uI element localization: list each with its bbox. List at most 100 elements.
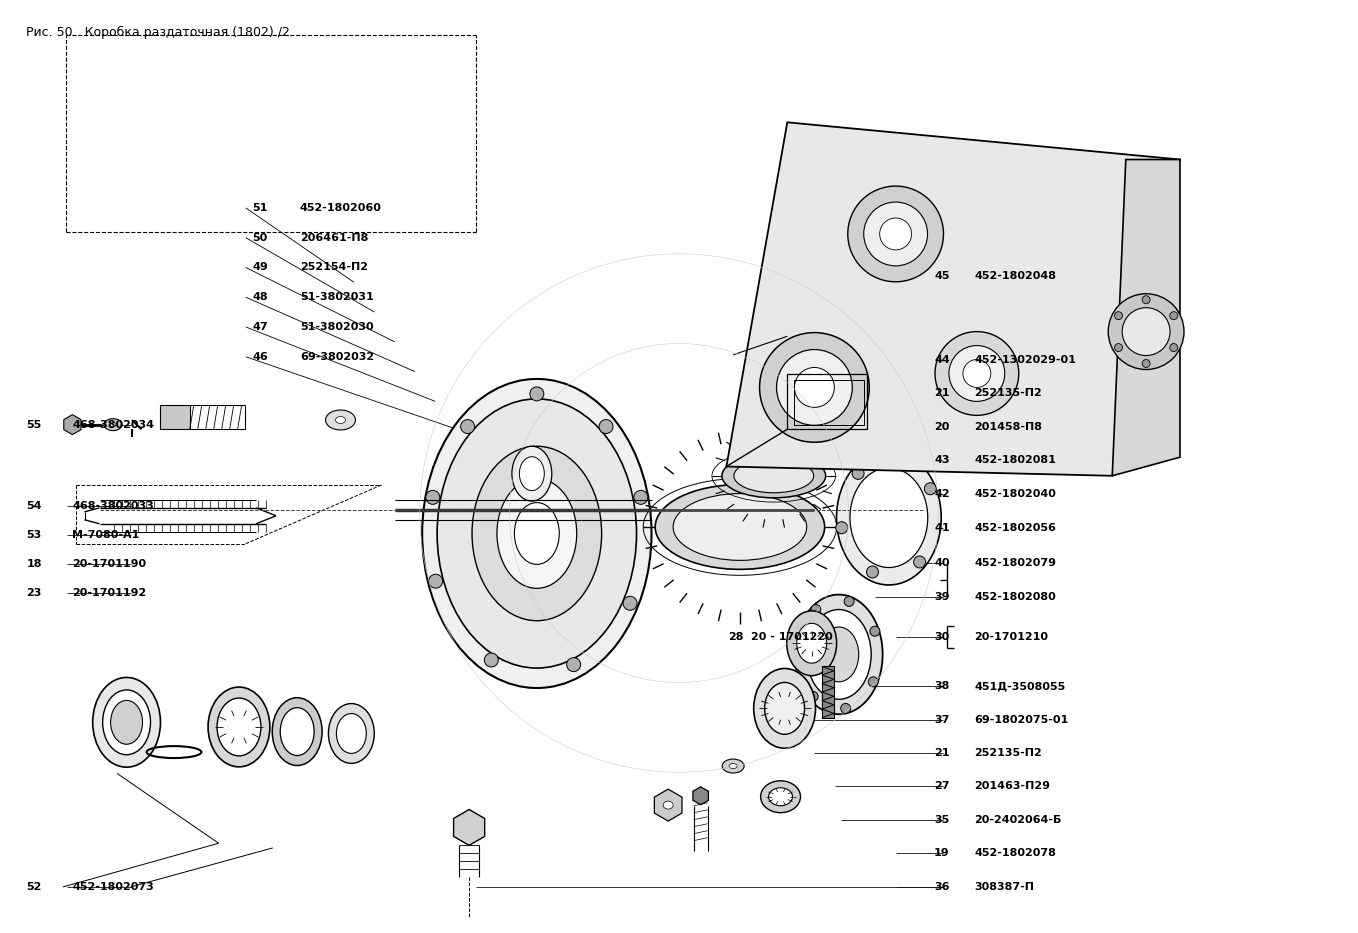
Circle shape xyxy=(835,522,847,534)
Text: 206461-П8: 206461-П8 xyxy=(300,232,368,243)
Polygon shape xyxy=(727,122,1180,476)
Text: 44: 44 xyxy=(934,355,949,365)
Bar xyxy=(794,380,864,425)
Circle shape xyxy=(623,596,637,610)
Ellipse shape xyxy=(819,627,858,682)
Circle shape xyxy=(1115,343,1123,352)
Circle shape xyxy=(759,332,869,442)
Ellipse shape xyxy=(850,467,928,567)
Text: 452-1802078: 452-1802078 xyxy=(974,848,1057,858)
Circle shape xyxy=(1142,296,1150,304)
Circle shape xyxy=(847,186,944,282)
Circle shape xyxy=(1169,312,1177,320)
Text: 18: 18 xyxy=(26,559,42,569)
Circle shape xyxy=(530,387,543,401)
Text: 468-3802034: 468-3802034 xyxy=(72,420,155,429)
Circle shape xyxy=(634,491,648,505)
Circle shape xyxy=(1115,312,1123,320)
Polygon shape xyxy=(693,787,709,805)
Text: 20 - 1701220: 20 - 1701220 xyxy=(751,632,832,642)
Ellipse shape xyxy=(515,503,559,564)
Ellipse shape xyxy=(473,446,602,620)
Ellipse shape xyxy=(722,759,744,773)
Ellipse shape xyxy=(837,451,941,585)
Text: 37: 37 xyxy=(934,715,949,725)
Ellipse shape xyxy=(103,689,151,755)
Text: 55: 55 xyxy=(26,420,42,429)
Ellipse shape xyxy=(754,668,816,748)
Ellipse shape xyxy=(110,423,115,426)
Circle shape xyxy=(794,645,804,655)
Circle shape xyxy=(1122,308,1171,355)
Text: 252135-П2: 252135-П2 xyxy=(974,388,1042,398)
Bar xyxy=(822,666,834,717)
Ellipse shape xyxy=(329,703,375,763)
Circle shape xyxy=(566,658,581,672)
Text: 23: 23 xyxy=(26,588,42,598)
Text: 252135-П2: 252135-П2 xyxy=(974,748,1042,758)
Bar xyxy=(788,374,866,429)
Text: 42: 42 xyxy=(934,490,949,499)
Text: 43: 43 xyxy=(934,455,949,465)
Text: 69-3802032: 69-3802032 xyxy=(300,352,373,362)
Text: 40: 40 xyxy=(934,558,949,568)
Bar xyxy=(160,405,190,429)
Text: 452-1802040: 452-1802040 xyxy=(974,490,1057,499)
Text: М-7080-А1: М-7080-А1 xyxy=(72,530,140,540)
Circle shape xyxy=(599,420,612,434)
Polygon shape xyxy=(64,414,81,435)
Ellipse shape xyxy=(760,781,800,813)
Text: 201458-П8: 201458-П8 xyxy=(974,422,1042,431)
Ellipse shape xyxy=(769,787,793,806)
Ellipse shape xyxy=(722,453,826,498)
Circle shape xyxy=(963,359,991,387)
Text: 50: 50 xyxy=(253,232,268,243)
Text: 35: 35 xyxy=(934,815,949,825)
Circle shape xyxy=(949,345,1005,401)
Text: 252154-П2: 252154-П2 xyxy=(300,262,368,272)
Text: 20-2402064-Б: 20-2402064-Б xyxy=(974,815,1062,825)
Circle shape xyxy=(841,703,850,714)
Ellipse shape xyxy=(765,682,804,734)
Text: 28: 28 xyxy=(728,632,744,642)
Ellipse shape xyxy=(797,623,827,663)
Text: 201463-П29: 201463-П29 xyxy=(974,782,1050,791)
Circle shape xyxy=(777,350,853,425)
Ellipse shape xyxy=(337,714,367,754)
Text: 45: 45 xyxy=(934,271,949,281)
Circle shape xyxy=(851,467,864,480)
Text: 19: 19 xyxy=(934,848,949,858)
Ellipse shape xyxy=(786,611,837,675)
Text: 51-3802030: 51-3802030 xyxy=(300,322,373,332)
Text: 452-1302029-01: 452-1302029-01 xyxy=(974,355,1076,365)
Circle shape xyxy=(914,556,926,568)
Text: 452-1802080: 452-1802080 xyxy=(974,592,1057,602)
Ellipse shape xyxy=(794,594,883,715)
Text: 52: 52 xyxy=(26,882,42,892)
Text: 468-3802033: 468-3802033 xyxy=(72,502,155,511)
Polygon shape xyxy=(454,810,485,845)
Text: 48: 48 xyxy=(253,292,268,302)
Text: 51: 51 xyxy=(253,202,268,213)
Text: 452-1802079: 452-1802079 xyxy=(974,558,1057,568)
Circle shape xyxy=(864,202,928,266)
Circle shape xyxy=(794,368,834,408)
Text: 53: 53 xyxy=(26,530,42,540)
Ellipse shape xyxy=(110,701,143,745)
Ellipse shape xyxy=(663,801,674,809)
Text: 308387-П: 308387-П xyxy=(974,882,1035,892)
Circle shape xyxy=(808,691,818,702)
Text: 47: 47 xyxy=(253,322,268,332)
Text: 20-1701190: 20-1701190 xyxy=(72,559,147,569)
Ellipse shape xyxy=(92,677,160,767)
Ellipse shape xyxy=(105,419,122,431)
Ellipse shape xyxy=(674,494,807,561)
Circle shape xyxy=(429,574,443,588)
Text: 452-1802081: 452-1802081 xyxy=(974,455,1057,465)
Text: 36: 36 xyxy=(934,882,949,892)
Circle shape xyxy=(925,482,936,494)
Text: 51-3802031: 51-3802031 xyxy=(300,292,373,302)
Text: 21: 21 xyxy=(934,748,949,758)
Circle shape xyxy=(485,653,498,667)
Text: 39: 39 xyxy=(934,592,949,602)
